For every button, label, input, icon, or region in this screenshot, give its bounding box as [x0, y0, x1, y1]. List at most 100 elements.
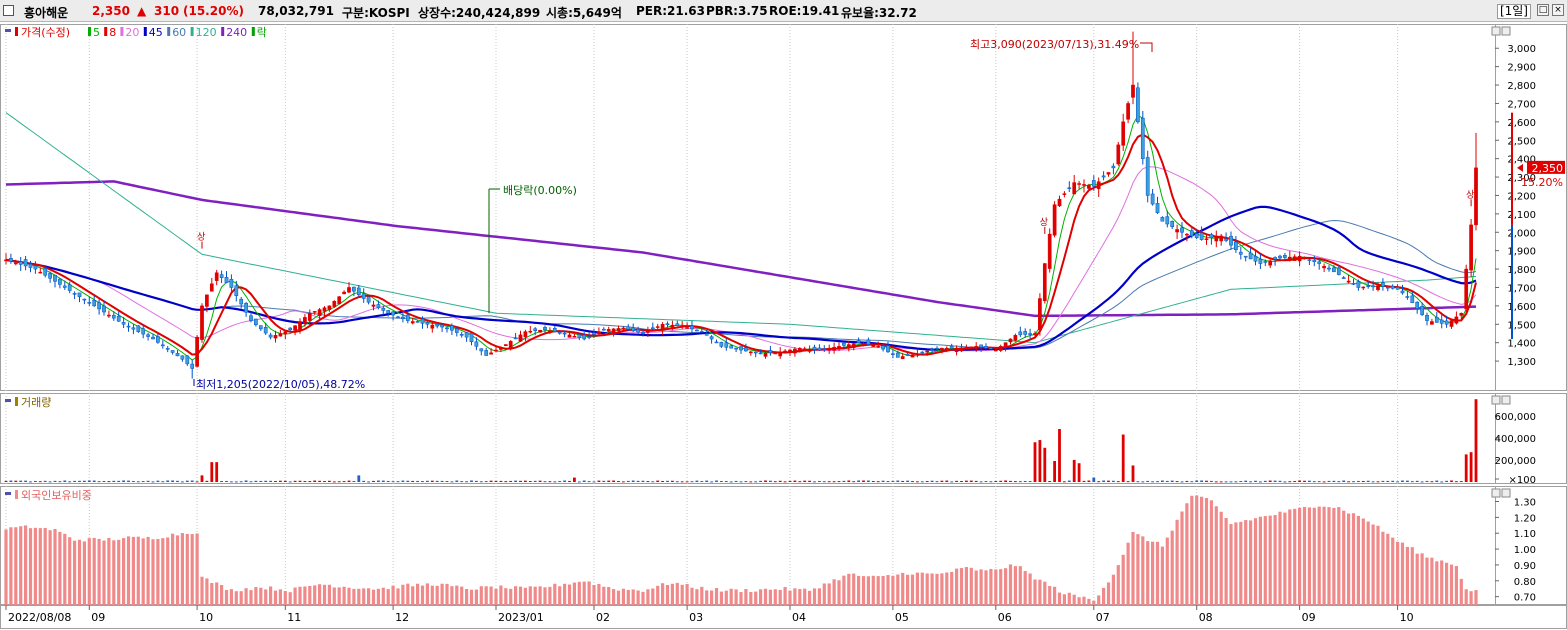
candle [905, 353, 910, 356]
foreign-ratio-bar [249, 590, 253, 605]
frg-y-tick-label: 1.10 [1514, 529, 1536, 540]
candle [665, 323, 670, 325]
maximize-icon[interactable]: □ [1537, 4, 1549, 16]
legend-volume-label: 거래량 [21, 396, 51, 409]
candle [567, 334, 572, 338]
candle [474, 341, 479, 347]
volume-bar [1440, 481, 1444, 483]
volume-bar [1249, 481, 1252, 483]
candle [1047, 233, 1052, 269]
volume-bar [764, 480, 767, 482]
candle [895, 352, 900, 358]
volume-bar [1352, 481, 1355, 483]
volume-bar [1224, 481, 1228, 483]
foreign-ratio-bar [151, 539, 155, 605]
volume-bar [1254, 480, 1257, 482]
candle [484, 350, 489, 356]
pane-marker-icon [5, 399, 11, 402]
close-icon[interactable]: × [1552, 4, 1564, 16]
candle [1464, 268, 1469, 310]
foreign-ratio-bar [1469, 591, 1473, 605]
foreign-ratio-bar [558, 586, 562, 605]
candle [273, 335, 278, 339]
candle [1258, 259, 1263, 264]
volume-bar [553, 481, 557, 483]
volume-bar [911, 481, 914, 483]
volume-bar [386, 480, 390, 482]
candle [631, 327, 636, 331]
foreign-ratio-bar [670, 583, 674, 605]
foreign-ratio-bar [1347, 513, 1351, 605]
candle [1038, 298, 1042, 331]
volume-bar [1278, 480, 1282, 482]
volume-bar [533, 480, 537, 482]
foreign-ratio-bar [910, 574, 915, 605]
volume-bar [269, 480, 272, 482]
volume-bar [1038, 440, 1042, 482]
foreign-ratio-bar [1332, 507, 1336, 605]
volume-bar [514, 480, 517, 482]
foreign-ratio-bar [175, 535, 180, 605]
frg-y-tick-label: 0.90 [1514, 561, 1536, 572]
ma-line-240 [5, 180, 1477, 318]
foreign-ratio-bar [656, 585, 660, 605]
foreign-ratio-bar [538, 586, 542, 605]
foreign-ratio-bar [1180, 511, 1184, 605]
candle [87, 302, 92, 304]
legend-ma-swatch [104, 27, 108, 36]
foreign-ratio-bar [631, 589, 635, 605]
foreign-ratio-bar [1376, 525, 1380, 605]
volume-bar [671, 480, 674, 482]
volume-bar [1077, 463, 1081, 482]
foreign-ratio-bar [567, 584, 572, 605]
foreign-ratio-bar [778, 589, 782, 605]
candle [699, 331, 704, 333]
volume-bar [783, 481, 787, 483]
volume-bar [965, 480, 968, 482]
foreign-ratio-bar [636, 590, 640, 605]
candles [4, 31, 1478, 379]
foreign-ratio-bar [817, 588, 821, 605]
select-checkbox[interactable] [3, 5, 14, 16]
volume-bar [754, 481, 758, 483]
candle [734, 347, 738, 350]
foreign-ratio-bar [1229, 524, 1233, 605]
foreign-ratio-bar [1371, 524, 1375, 605]
foreign-ratio-bar [1283, 512, 1287, 605]
foreign-ratio-bar [465, 588, 469, 605]
foreign-ratio-bar [469, 589, 474, 605]
volume-bar [440, 480, 444, 482]
legend-ma-label: 5 [93, 26, 100, 39]
volume-bar [666, 480, 669, 482]
foreign-ratio-bar [1097, 595, 1101, 605]
candle [807, 348, 812, 352]
period-selector[interactable]: [1일] [1496, 4, 1531, 19]
candle [704, 333, 709, 336]
candle [332, 301, 337, 307]
candle [538, 330, 542, 333]
volume-bar [690, 481, 694, 483]
volume-bar [568, 480, 571, 482]
foreign-ratio-bar [577, 581, 581, 605]
candle [597, 331, 601, 334]
foreign-ratio-bar [1464, 589, 1468, 605]
foreign-ratio-bar [239, 591, 243, 605]
volume-bar [1043, 447, 1047, 482]
foreign-ratio-bar [1131, 531, 1135, 605]
volume-bar [636, 480, 640, 482]
volume-bar [1092, 477, 1096, 482]
volume-bar [107, 481, 111, 483]
vol-y-tick-label: 600,000 [1495, 412, 1536, 423]
candle [160, 344, 165, 347]
volume-bar [176, 480, 179, 482]
foreign-ratio-bar [489, 586, 493, 605]
x-tick-label: 02 [596, 611, 610, 624]
volume-bar [651, 481, 655, 483]
foreign-ratio-bar [705, 590, 709, 605]
foreign-ratio-bar [131, 536, 135, 605]
foreign-ratio-bar [925, 573, 929, 605]
volume-bar [1200, 480, 1203, 482]
volume-bar [308, 481, 312, 483]
foreign-ratio-bar [563, 583, 567, 605]
candle [263, 327, 268, 334]
